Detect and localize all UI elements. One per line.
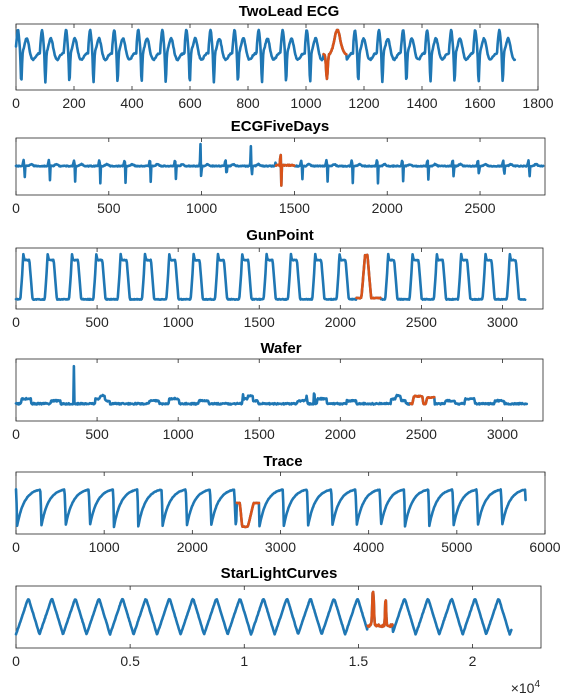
panel-title: ECGFiveDays [231, 118, 329, 135]
x-tick-label: 2000 [177, 539, 208, 555]
x-tick-label: 1000 [290, 95, 321, 111]
x-tick-label: 1500 [244, 314, 275, 330]
panel-title: StarLightCurves [221, 565, 338, 582]
x-tick-label: 6000 [529, 539, 560, 555]
x-tick-label: 600 [178, 95, 202, 111]
x-tick-label: 2000 [372, 200, 403, 216]
x-tick-label: 1000 [186, 200, 217, 216]
x-tick-label: 0.5 [120, 653, 140, 669]
x-tick-label: 1500 [279, 200, 310, 216]
x-tick-group: 0 500 1000 1500 2000 2500 3000 [12, 359, 518, 442]
x-tick-label: 1800 [522, 95, 553, 111]
x-tick-group: 0 500 1000 1500 2000 2500 [12, 138, 496, 216]
panel-title: Trace [263, 453, 302, 470]
series-line-anomaly [322, 28, 348, 81]
plot-frame [15, 585, 542, 649]
series-line-anomaly [274, 153, 296, 187]
x-tick-label: 1600 [464, 95, 495, 111]
x-tick-label: 0 [12, 95, 20, 111]
plot-frame [15, 358, 544, 422]
x-tick-label: 1 [240, 653, 248, 669]
plot-frame [15, 471, 546, 535]
x-tick-group: 0 0.5 1 1.5 2 [12, 586, 477, 669]
x-tick-label: 2500 [406, 426, 437, 442]
series-line-normal [14, 590, 513, 636]
x-tick-label: 0 [12, 314, 20, 330]
x-tick-label: 2000 [325, 314, 356, 330]
x-tick-label: 2000 [325, 426, 356, 442]
x-tick-label: 5000 [441, 539, 472, 555]
x-tick-label: 1000 [163, 426, 194, 442]
panel-title: GunPoint [246, 227, 314, 244]
x-tick-label: 1200 [348, 95, 379, 111]
multiplier-base: ×10 [511, 680, 535, 696]
x-tick-label: 500 [85, 426, 109, 442]
x-tick-label: 0 [12, 653, 20, 669]
x-tick-group: 0 200 400 600 800 1000 1200 1400 1600 1800 [12, 24, 554, 111]
x-axis-multiplier: ×104 [511, 679, 541, 696]
panel-starlightcurves: StarLightCurves 0 0.5 1 1.5 2 ×104 [12, 565, 542, 696]
series-line-anomaly [366, 590, 394, 629]
series-line-anomaly [409, 394, 436, 406]
series-line-anomaly [355, 253, 382, 300]
x-tick-label: 3000 [487, 314, 518, 330]
x-tick-label: 0 [12, 539, 20, 555]
series-line-normal [14, 487, 527, 529]
panel-trace: Trace 0 1000 2000 3000 4000 5000 6000 [12, 453, 561, 555]
series-line-normal [14, 364, 529, 406]
x-tick-group: 0 500 1000 1500 2000 2500 3000 [12, 248, 518, 330]
x-tick-label: 400 [120, 95, 144, 111]
series-line-normal [14, 252, 527, 301]
x-tick-label: 1000 [163, 314, 194, 330]
x-tick-label: 2500 [406, 314, 437, 330]
x-tick-group: 0 1000 2000 3000 4000 5000 6000 [12, 472, 561, 555]
x-tick-label: 4000 [353, 539, 384, 555]
x-tick-label: 1.5 [349, 653, 369, 669]
panel-gunpoint: GunPoint 0 500 1000 1500 2000 2500 3000 [12, 227, 544, 330]
x-tick-label: 500 [85, 314, 109, 330]
panel-twolead-ecg: TwoLead ECG 0 200 400 600 800 1000 1200 1400 160… [12, 3, 554, 111]
x-tick-label: 200 [62, 95, 86, 111]
panel-title: TwoLead ECG [239, 3, 340, 20]
panel-wafer: Wafer 0 500 1000 1500 2000 2500 3000 [12, 340, 544, 442]
multiplier-exponent: 4 [534, 679, 540, 690]
x-tick-label: 1400 [406, 95, 437, 111]
x-tick-label: 800 [236, 95, 260, 111]
panel-ecgfivedays: ECGFiveDays 0 500 1000 1500 2000 2500 [12, 118, 546, 216]
x-tick-label: 3000 [265, 539, 296, 555]
x-tick-label: 0 [12, 200, 20, 216]
x-tick-label: 0 [12, 426, 20, 442]
series-line-normal [14, 28, 517, 84]
x-tick-label: 1000 [89, 539, 120, 555]
panel-title: Wafer [260, 340, 301, 357]
x-tick-label: 2500 [464, 200, 495, 216]
series-line-anomaly [235, 501, 261, 529]
x-tick-label: 1500 [244, 426, 275, 442]
x-tick-label: 2 [469, 653, 477, 669]
x-tick-label: 3000 [487, 426, 518, 442]
x-tick-label: 500 [97, 200, 121, 216]
